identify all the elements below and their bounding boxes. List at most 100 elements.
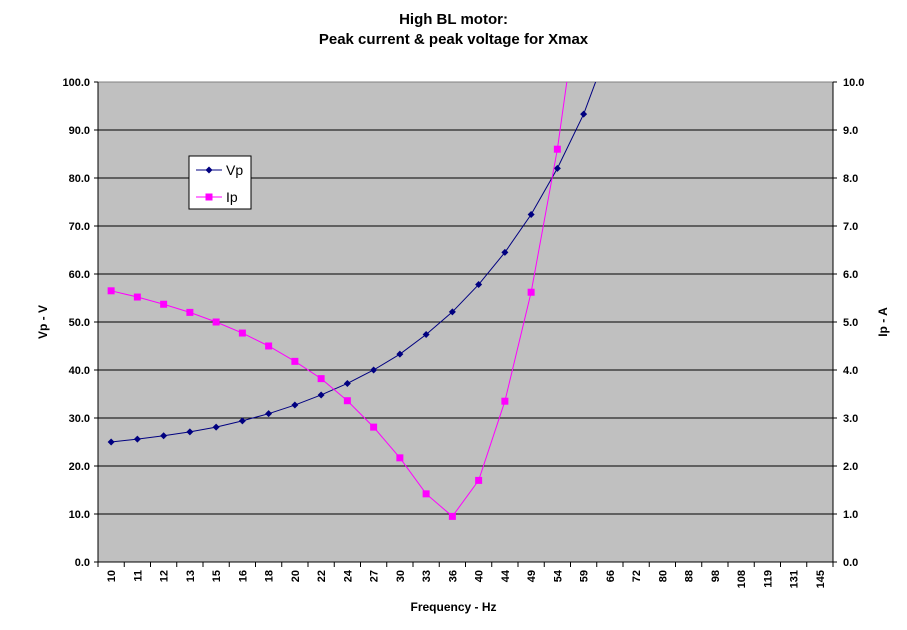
y-tick-label-right: 5.0 xyxy=(843,317,858,329)
y-tick-label-left: 50.0 xyxy=(69,317,90,329)
data-point-ip xyxy=(475,476,483,484)
data-point-ip xyxy=(212,318,220,326)
y-tick-label-left: 0.0 xyxy=(75,557,90,569)
y-tick-label-right: 2.0 xyxy=(843,461,858,473)
x-tick-label: 36 xyxy=(447,570,459,582)
x-tick-label: 24 xyxy=(342,569,354,582)
y-tick-label-left: 100.0 xyxy=(62,77,90,89)
data-point-vp xyxy=(448,308,456,316)
y-tick-label-right: 3.0 xyxy=(843,413,858,425)
data-point-ip xyxy=(553,145,561,153)
data-point-vp xyxy=(133,435,141,443)
data-point-vp xyxy=(238,417,246,425)
data-point-vp xyxy=(343,379,351,387)
y-tick-label-left: 80.0 xyxy=(69,173,90,185)
chart-subtitle: Peak current & peak voltage for Xmax xyxy=(318,31,589,48)
data-point-ip xyxy=(186,308,194,316)
data-point-ip xyxy=(265,342,273,350)
x-tick-label: 49 xyxy=(526,570,538,582)
y-tick-label-right: 1.0 xyxy=(843,509,858,521)
y-tick-label-right: 4.0 xyxy=(843,365,858,377)
legend-marker xyxy=(205,193,213,201)
data-point-vp xyxy=(186,428,194,436)
x-tick-label: 33 xyxy=(421,570,433,582)
data-point-ip xyxy=(527,288,535,296)
legend: Vp Ip xyxy=(188,155,252,210)
data-point-ip xyxy=(133,293,141,301)
x-tick-label: 119 xyxy=(762,570,774,588)
x-axis-title: Frequency - Hz xyxy=(410,600,497,614)
data-point-vp xyxy=(580,110,588,118)
legend-marker xyxy=(205,166,213,174)
data-point-ip xyxy=(448,512,456,520)
x-tick-label: 15 xyxy=(211,570,223,582)
x-tick-label: 145 xyxy=(815,570,827,588)
x-tick-label: 30 xyxy=(395,570,407,582)
data-point-vp xyxy=(396,350,404,358)
data-point-ip xyxy=(317,375,325,383)
x-tick-label: 108 xyxy=(736,570,748,588)
data-point-vp xyxy=(422,330,430,338)
x-tick-label: 44 xyxy=(500,569,512,582)
x-tick-label: 131 xyxy=(789,570,801,588)
y-tick-label-right: 6.0 xyxy=(843,269,858,281)
data-point-ip xyxy=(160,300,168,308)
y-tick-label-left: 10.0 xyxy=(69,509,90,521)
x-tick-label: 12 xyxy=(159,570,171,582)
data-point-vp xyxy=(265,410,273,418)
x-tick-label: 10 xyxy=(106,570,118,582)
legend-label: Vp xyxy=(226,162,243,178)
y-tick-label-right: 8.0 xyxy=(843,173,858,185)
data-point-vp xyxy=(160,432,168,440)
data-point-ip xyxy=(343,397,351,405)
data-point-ip xyxy=(396,454,404,462)
x-tick-label: 11 xyxy=(132,570,144,582)
x-tick-label: 80 xyxy=(657,570,669,582)
series-ip xyxy=(107,82,568,520)
legend-label: Ip xyxy=(226,189,238,205)
series-line-vp xyxy=(111,82,597,443)
data-point-vp xyxy=(291,401,299,409)
y-tick-label-right: 7.0 xyxy=(843,221,858,233)
x-tick-label: 16 xyxy=(237,570,249,582)
x-tick-label: 54 xyxy=(552,569,564,582)
y-tick-label-left: 20.0 xyxy=(69,461,90,473)
legend-box xyxy=(188,155,252,210)
x-tick-label: 98 xyxy=(710,570,722,582)
y-tick-label-left: 70.0 xyxy=(69,221,90,233)
data-point-vp xyxy=(527,210,535,218)
data-point-ip xyxy=(238,329,246,337)
data-point-vp xyxy=(212,423,220,431)
data-point-vp xyxy=(107,438,115,446)
y-tick-label-right: 9.0 xyxy=(843,125,858,137)
data-point-ip xyxy=(107,287,115,295)
data-point-vp xyxy=(475,281,483,289)
y-tick-label-right: 0.0 xyxy=(843,557,858,569)
x-tick-label: 18 xyxy=(264,570,276,582)
data-point-ip xyxy=(422,490,430,498)
data-point-vp xyxy=(501,248,509,256)
x-tick-label: 40 xyxy=(474,570,486,582)
x-tick-label: 13 xyxy=(185,570,197,582)
chart-title: High BL motor: xyxy=(399,11,508,28)
data-point-vp xyxy=(553,164,561,172)
x-tick-label: 22 xyxy=(316,570,328,582)
y-tick-label-left: 60.0 xyxy=(69,269,90,281)
x-tick-label: 66 xyxy=(605,570,617,582)
data-point-vp xyxy=(370,366,378,374)
data-point-ip xyxy=(501,397,509,405)
y-tick-label-left: 40.0 xyxy=(69,365,90,377)
data-point-ip xyxy=(291,357,299,365)
x-tick-label: 59 xyxy=(579,570,591,582)
y-tick-label-right: 10.0 xyxy=(843,77,864,89)
series-vp xyxy=(107,82,597,446)
x-tick-label: 27 xyxy=(369,570,381,582)
data-point-vp xyxy=(317,391,325,399)
y-tick-label-left: 90.0 xyxy=(69,125,90,137)
x-tick-label: 20 xyxy=(290,570,302,582)
y-tick-label-left: 30.0 xyxy=(69,413,90,425)
x-tick-label: 88 xyxy=(684,570,696,582)
x-tick-label: 72 xyxy=(631,570,643,582)
